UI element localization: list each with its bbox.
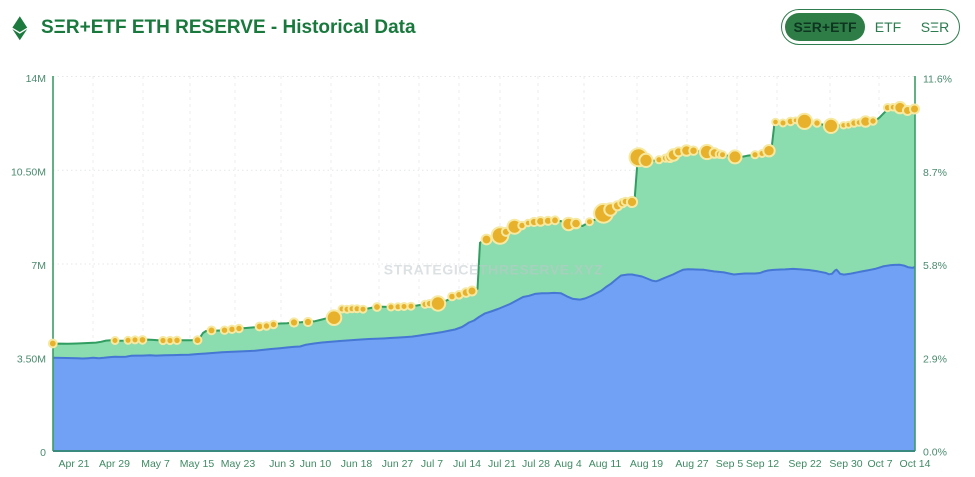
svg-text:Jun 3: Jun 3 [269,458,295,470]
svg-text:Aug 27: Aug 27 [675,458,708,470]
svg-text:Jul 28: Jul 28 [522,458,550,470]
svg-text:7M: 7M [31,260,46,272]
svg-text:2.9%: 2.9% [923,353,947,365]
svg-text:14M: 14M [26,73,46,85]
svg-text:Jul 7: Jul 7 [421,458,443,470]
svg-text:Aug 11: Aug 11 [589,458,622,470]
svg-text:Apr 21: Apr 21 [59,458,90,470]
svg-text:11.6%: 11.6% [923,74,952,86]
svg-text:Sep 22: Sep 22 [788,458,821,470]
svg-text:Jul 14: Jul 14 [453,458,481,470]
svg-text:Aug 19: Aug 19 [630,458,663,470]
svg-text:Oct 7: Oct 7 [867,458,892,470]
svg-text:Oct 14: Oct 14 [900,458,931,470]
svg-text:May 7: May 7 [141,458,170,470]
svg-text:8.7%: 8.7% [923,167,947,179]
svg-text:May 15: May 15 [180,458,215,470]
svg-text:Jun 27: Jun 27 [382,458,414,470]
svg-text:3.50M: 3.50M [17,354,46,366]
svg-text:Apr 29: Apr 29 [99,458,130,470]
svg-text:Jun 18: Jun 18 [341,458,373,470]
svg-text:Sep 12: Sep 12 [746,458,779,470]
svg-text:Jun 10: Jun 10 [300,458,332,470]
svg-text:10.50M: 10.50M [11,167,46,179]
svg-text:Jul 21: Jul 21 [488,458,516,470]
svg-text:Sep 30: Sep 30 [829,458,862,470]
svg-text:STRATEGICETHRESERVE.XYZ: STRATEGICETHRESERVE.XYZ [384,262,603,278]
svg-text:0.0%: 0.0% [923,447,947,459]
svg-text:May 23: May 23 [221,458,256,470]
svg-text:Aug 4: Aug 4 [554,458,582,470]
svg-text:Sep 5: Sep 5 [716,458,744,470]
svg-text:5.8%: 5.8% [923,260,947,272]
svg-text:0: 0 [40,447,46,459]
